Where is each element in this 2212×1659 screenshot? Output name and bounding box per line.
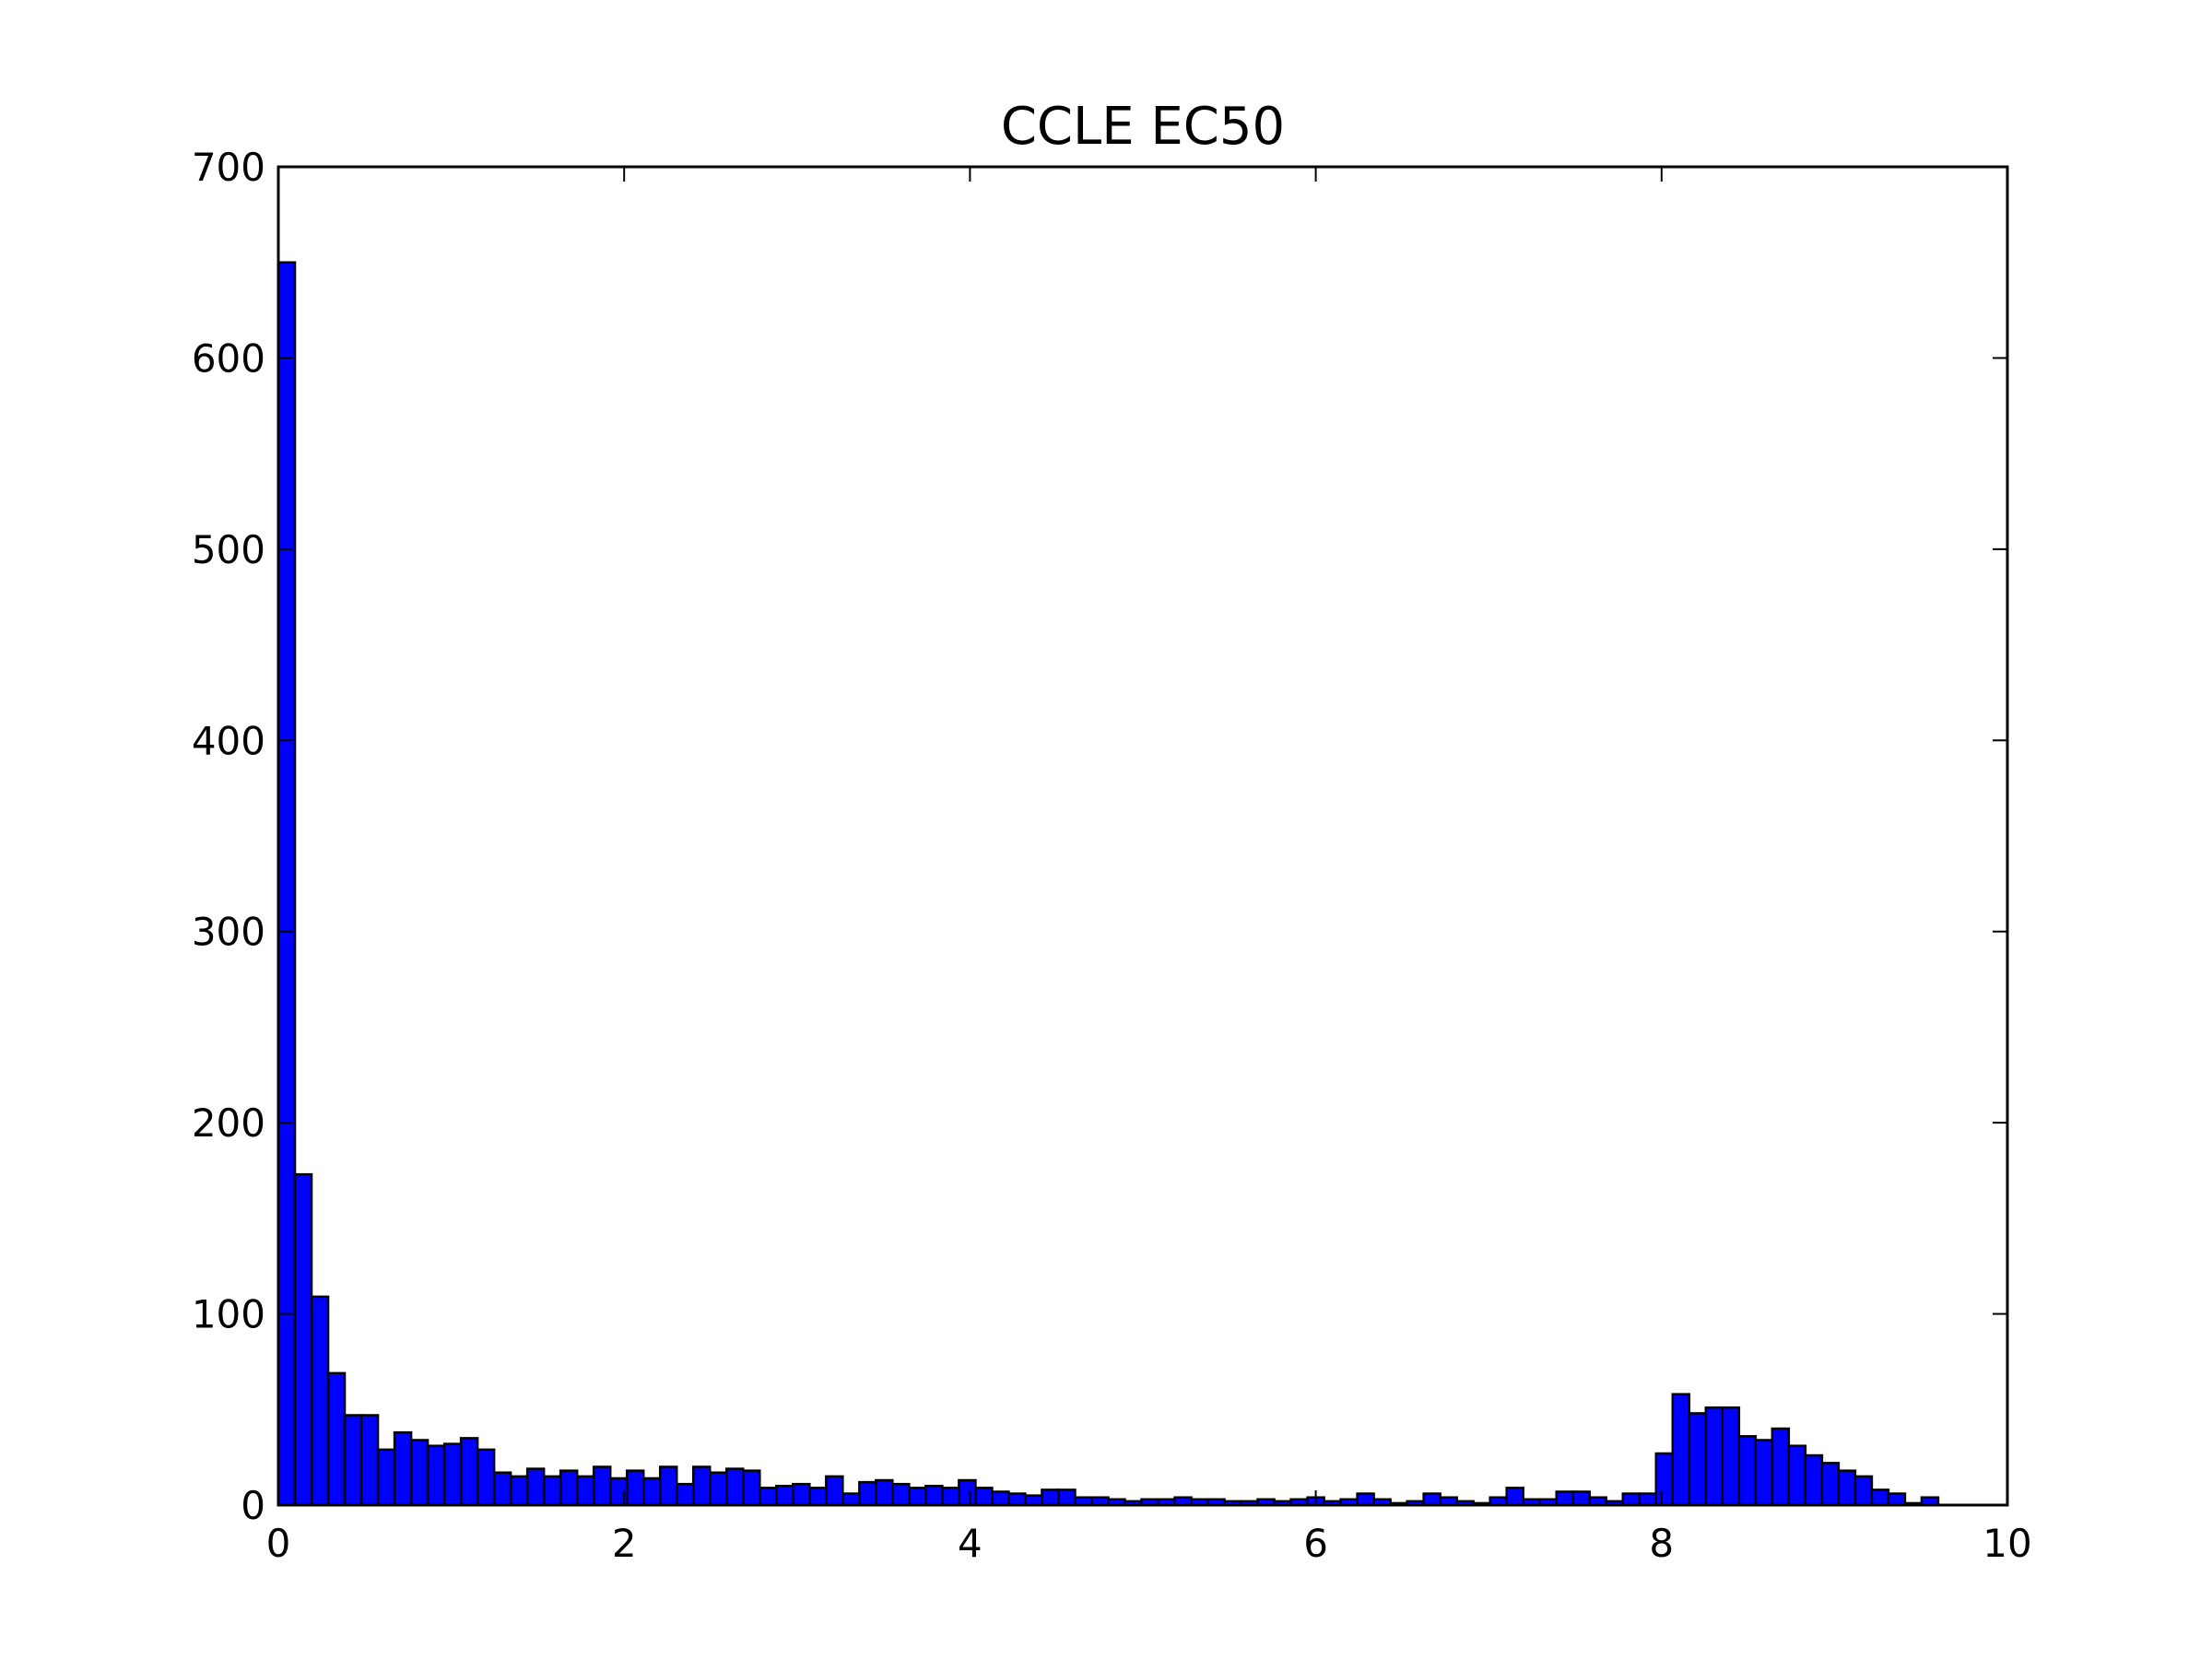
- histogram-bar: [575, 1475, 595, 1507]
- histogram-bar: [1007, 1492, 1027, 1507]
- x-tick-label: 8: [1649, 1521, 1674, 1566]
- histogram-bar: [625, 1469, 645, 1507]
- histogram-bar: [991, 1490, 1010, 1507]
- histogram-bar: [276, 261, 297, 1507]
- y-tick-label: 600: [192, 335, 265, 381]
- histogram-bar: [559, 1469, 579, 1507]
- histogram-bar: [658, 1465, 678, 1507]
- y-tick-label: 100: [192, 1292, 265, 1337]
- histogram-bar: [725, 1467, 745, 1507]
- histogram-bar: [1721, 1406, 1741, 1507]
- histogram-bar: [525, 1467, 546, 1507]
- chart-title: CCLE EC50: [1001, 97, 1285, 157]
- histogram-bar: [1787, 1444, 1807, 1507]
- histogram-bar: [409, 1439, 429, 1507]
- histogram-bar: [875, 1478, 894, 1507]
- histogram-bar: [1887, 1492, 1907, 1507]
- histogram-bar: [825, 1475, 844, 1507]
- y-tick-label: 200: [192, 1100, 265, 1146]
- histogram-bar: [442, 1442, 463, 1507]
- histogram-bar: [891, 1482, 911, 1507]
- histogram-bar: [858, 1480, 877, 1507]
- x-tick-label: 10: [1983, 1521, 2031, 1566]
- histogram-bar: [1688, 1412, 1708, 1507]
- y-tick-label: 0: [241, 1483, 265, 1528]
- y-tick-label: 500: [192, 527, 265, 572]
- histogram-bar: [1737, 1435, 1758, 1507]
- x-tick-label: 2: [612, 1521, 637, 1566]
- histogram-bar: [1555, 1490, 1574, 1507]
- y-tick-label: 700: [192, 145, 265, 190]
- histogram-bar: [1041, 1488, 1060, 1507]
- histogram-bar: [808, 1487, 828, 1507]
- histogram-bar: [1356, 1492, 1375, 1507]
- histogram-bar: [542, 1475, 562, 1507]
- histogram-bar: [1024, 1494, 1043, 1507]
- axes-frame: [276, 165, 2009, 1507]
- histogram-bar: [958, 1478, 977, 1507]
- histogram-bar: [509, 1475, 529, 1507]
- x-tick-label: 0: [266, 1521, 291, 1566]
- histogram-bar: [1654, 1452, 1675, 1507]
- y-tick-label: 400: [192, 718, 265, 763]
- histogram-bar: [376, 1448, 396, 1507]
- histogram-bar: [1571, 1490, 1592, 1507]
- histogram-bar: [1853, 1475, 1874, 1507]
- y-tick-label: 300: [192, 910, 265, 955]
- histogram-bar: [708, 1471, 728, 1507]
- histogram-bar: [1422, 1492, 1441, 1507]
- histogram-bar: [908, 1487, 927, 1507]
- y-tick-labels: 0 100 200 300 400 500 600 700: [192, 145, 265, 1528]
- histogram-bar: [1505, 1487, 1524, 1507]
- histogram-bar: [1704, 1406, 1724, 1507]
- x-tick-label: 4: [958, 1521, 982, 1566]
- bars: [276, 261, 1940, 1507]
- histogram-bar: [1771, 1427, 1791, 1507]
- histogram-bar: [1638, 1492, 1658, 1507]
- histogram-bar: [1671, 1393, 1691, 1507]
- histogram-bar: [326, 1371, 347, 1507]
- histogram-bar: [691, 1465, 712, 1507]
- histogram-bar: [359, 1414, 380, 1507]
- histogram-bar: [1754, 1439, 1774, 1507]
- histogram-bar: [310, 1295, 330, 1507]
- histogram-bar: [941, 1487, 960, 1507]
- histogram-bar: [459, 1437, 479, 1507]
- histogram-bar: [759, 1487, 778, 1507]
- histogram-bar: [343, 1414, 363, 1507]
- x-tick-label: 6: [1303, 1521, 1328, 1566]
- histogram-bar: [641, 1477, 662, 1507]
- histogram-bar: [775, 1485, 794, 1507]
- histogram-bar: [841, 1492, 861, 1507]
- histogram-bar: [1820, 1462, 1841, 1507]
- histogram-bar: [592, 1465, 612, 1507]
- x-tick-labels: 0 2 4 6 8 10: [266, 1521, 2032, 1566]
- histogram-bar: [1870, 1488, 1890, 1507]
- histogram-bar: [1804, 1453, 1824, 1507]
- histogram-bar: [1837, 1469, 1857, 1507]
- histogram-bar: [492, 1471, 512, 1507]
- histogram-bar: [742, 1469, 761, 1507]
- histogram-bar: [476, 1448, 496, 1507]
- histogram-bar: [393, 1430, 413, 1507]
- tick-marks: [277, 166, 2008, 1506]
- histogram-bar: [1621, 1492, 1641, 1507]
- histogram-bar: [1057, 1488, 1077, 1507]
- histogram-bar: [675, 1482, 695, 1507]
- histogram-bar: [924, 1485, 944, 1507]
- histogram-bar: [974, 1487, 994, 1507]
- histogram-bar: [792, 1482, 811, 1507]
- histogram-bar: [293, 1172, 313, 1507]
- histogram-bar: [426, 1444, 446, 1507]
